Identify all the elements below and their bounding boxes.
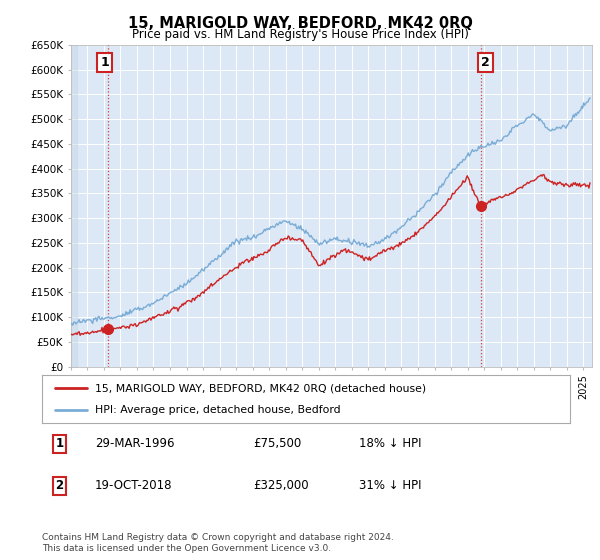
Text: £325,000: £325,000 — [253, 479, 309, 492]
Text: 19-OCT-2018: 19-OCT-2018 — [95, 479, 172, 492]
Text: Contains HM Land Registry data © Crown copyright and database right 2024.: Contains HM Land Registry data © Crown c… — [42, 533, 394, 542]
Text: 18% ↓ HPI: 18% ↓ HPI — [359, 437, 421, 450]
Text: HPI: Average price, detached house, Bedford: HPI: Average price, detached house, Bedf… — [95, 405, 340, 415]
Text: 1: 1 — [100, 55, 109, 69]
Text: 15, MARIGOLD WAY, BEDFORD, MK42 0RQ: 15, MARIGOLD WAY, BEDFORD, MK42 0RQ — [128, 16, 472, 31]
Text: 31% ↓ HPI: 31% ↓ HPI — [359, 479, 421, 492]
Text: Price paid vs. HM Land Registry's House Price Index (HPI): Price paid vs. HM Land Registry's House … — [131, 28, 469, 41]
Text: £75,500: £75,500 — [253, 437, 301, 450]
Text: This data is licensed under the Open Government Licence v3.0.: This data is licensed under the Open Gov… — [42, 544, 331, 553]
Text: 29-MAR-1996: 29-MAR-1996 — [95, 437, 175, 450]
Text: 1: 1 — [55, 437, 64, 450]
Text: 2: 2 — [55, 479, 64, 492]
Text: 2: 2 — [481, 55, 490, 69]
Text: 15, MARIGOLD WAY, BEDFORD, MK42 0RQ (detached house): 15, MARIGOLD WAY, BEDFORD, MK42 0RQ (det… — [95, 383, 426, 393]
